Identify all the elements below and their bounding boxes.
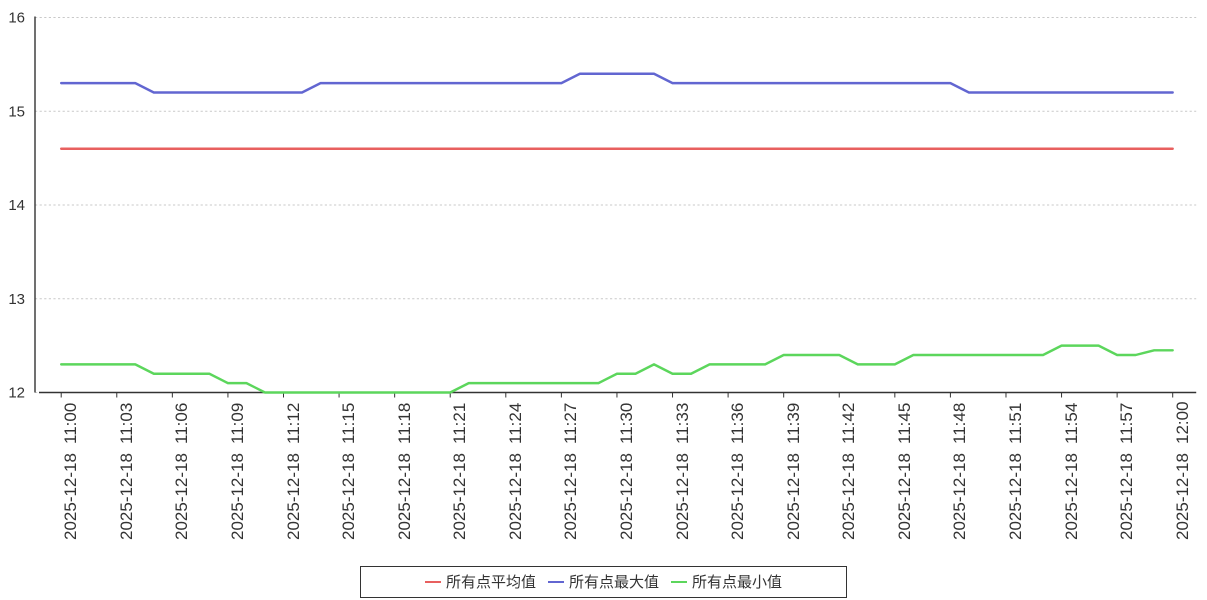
svg-text:14: 14 <box>8 197 25 214</box>
svg-text:15: 15 <box>8 103 25 120</box>
svg-text:13: 13 <box>8 291 25 308</box>
svg-text:16: 16 <box>8 10 25 27</box>
svg-text:12: 12 <box>8 385 25 402</box>
